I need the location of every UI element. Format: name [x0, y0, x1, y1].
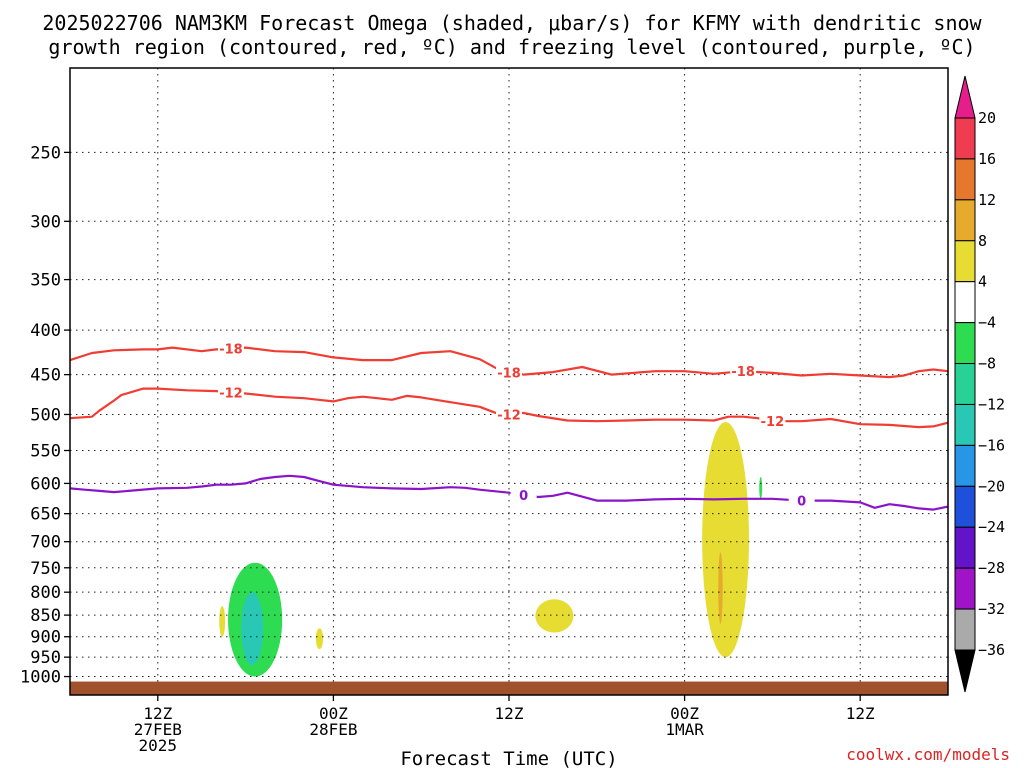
y-tick-label: 300: [30, 212, 61, 232]
y-tick-label: 600: [30, 474, 61, 494]
omega-shading-2: [219, 606, 226, 637]
colorbar-label: −12: [978, 395, 1005, 413]
contour-label-bg: [788, 492, 815, 508]
contour-label-bg: [217, 340, 244, 356]
y-tick-label: 700: [30, 533, 61, 553]
omega-shading-1: [241, 592, 264, 666]
contour-label: -12: [497, 408, 521, 423]
chart-title-line1: 2025022706 NAM3KM Forecast Omega (shaded…: [42, 11, 982, 35]
x-tick-label: 2025: [139, 736, 178, 755]
contour-label: -12: [219, 386, 243, 401]
omega-shading-6: [718, 552, 723, 624]
contour-label: -18: [497, 366, 521, 381]
y-tick-label: 900: [30, 628, 61, 648]
y-tick-label: 500: [30, 405, 61, 425]
colorbar-swatch: [954, 322, 976, 365]
colorbar-top-arrow: [954, 75, 976, 119]
contour-label: -12: [761, 415, 785, 430]
y-tick-label: 450: [30, 366, 61, 386]
plot-area: -18 -18 -18 -12 -12 -12 0 0: [69, 67, 949, 696]
y-tick-label: 400: [30, 321, 61, 341]
colorbar-label: 16: [978, 150, 996, 168]
colorbar-label: −28: [978, 559, 1005, 577]
y-tick-label: 1000: [20, 668, 61, 688]
colorbar-label: −36: [978, 641, 1005, 659]
contour-line-0: [69, 474, 949, 511]
colorbar-label: 8: [978, 232, 987, 250]
colorbar-swatch: [954, 485, 976, 528]
colorbar-swatch: [954, 567, 976, 610]
surface-bar: [70, 681, 948, 695]
colorbar-label: −20: [978, 477, 1005, 495]
omega-shading-4: [535, 599, 574, 633]
omega-shading-3: [315, 628, 324, 650]
colorbar-label: 12: [978, 191, 996, 209]
x-tick-label: 27FEB: [134, 720, 182, 739]
y-tick-label: 950: [30, 648, 61, 668]
colorbar-swatch: [954, 363, 976, 405]
chart-title-line2: growth region (contoured, red, ºC) and f…: [48, 35, 975, 59]
contour-label: 0: [797, 495, 806, 510]
contour-label: -18: [219, 343, 243, 358]
x-tick-label: 12Z: [143, 704, 172, 723]
y-tick-label: 350: [30, 271, 61, 291]
colorbar-swatch: [954, 158, 976, 201]
contour-label-bg: [217, 384, 244, 400]
y-axis: 2503003504004505005506006507007508008509…: [20, 143, 70, 688]
colorbar-label: −16: [978, 436, 1005, 454]
y-tick-label: 550: [30, 442, 61, 462]
contour-label-bg: [759, 413, 786, 429]
credit-link[interactable]: coolwx.com/models: [846, 745, 1010, 764]
y-tick-label: 750: [30, 559, 61, 579]
colorbar-label: −8: [978, 355, 996, 373]
x-axis-title: Forecast Time (UTC): [400, 748, 617, 768]
colorbar: 20 16 12 8 4 −4 −8 −12 −16 −20 −24 −28 −32 −36: [954, 75, 1005, 693]
colorbar-label: 4: [978, 273, 987, 291]
y-tick-label: 250: [30, 143, 61, 163]
colorbar-label: 20: [978, 109, 996, 127]
omega-shading-7: [759, 477, 763, 499]
colorbar-label: −32: [978, 600, 1005, 618]
colorbar-swatch: [954, 117, 976, 160]
colorbar-swatch: [954, 403, 976, 446]
colorbar-swatch: [954, 281, 976, 324]
x-tick-label: 00Z: [319, 704, 348, 723]
y-tick-label: 650: [30, 505, 61, 525]
contour-label-bg: [496, 406, 522, 422]
colorbar-swatch: [954, 240, 976, 283]
colorbar-swatch: [954, 608, 976, 651]
x-tick-label: 00Z: [670, 704, 699, 723]
colorbar-bottom-arrow: [954, 649, 976, 693]
colorbar-swatch: [954, 444, 976, 487]
colorbar-label: −4: [978, 314, 996, 332]
colorbar-label: −24: [978, 518, 1005, 536]
y-tick-label: 850: [30, 606, 61, 626]
y-tick-label: 800: [30, 583, 61, 603]
x-tick-label: 28FEB: [309, 720, 357, 739]
x-tick-label: 1MAR: [665, 720, 704, 739]
colorbar-swatch: [954, 526, 976, 569]
x-tick-label: 12Z: [495, 704, 524, 723]
contour-label-bg: [496, 364, 522, 380]
contour-label-bg: [510, 486, 537, 502]
contour-label: -18: [731, 365, 755, 380]
contour-label: 0: [519, 489, 528, 504]
x-tick-label: 12Z: [846, 704, 875, 723]
contour-label-bg: [730, 363, 757, 379]
omega-shading-5: [702, 421, 749, 658]
colorbar-swatch: [954, 199, 976, 242]
